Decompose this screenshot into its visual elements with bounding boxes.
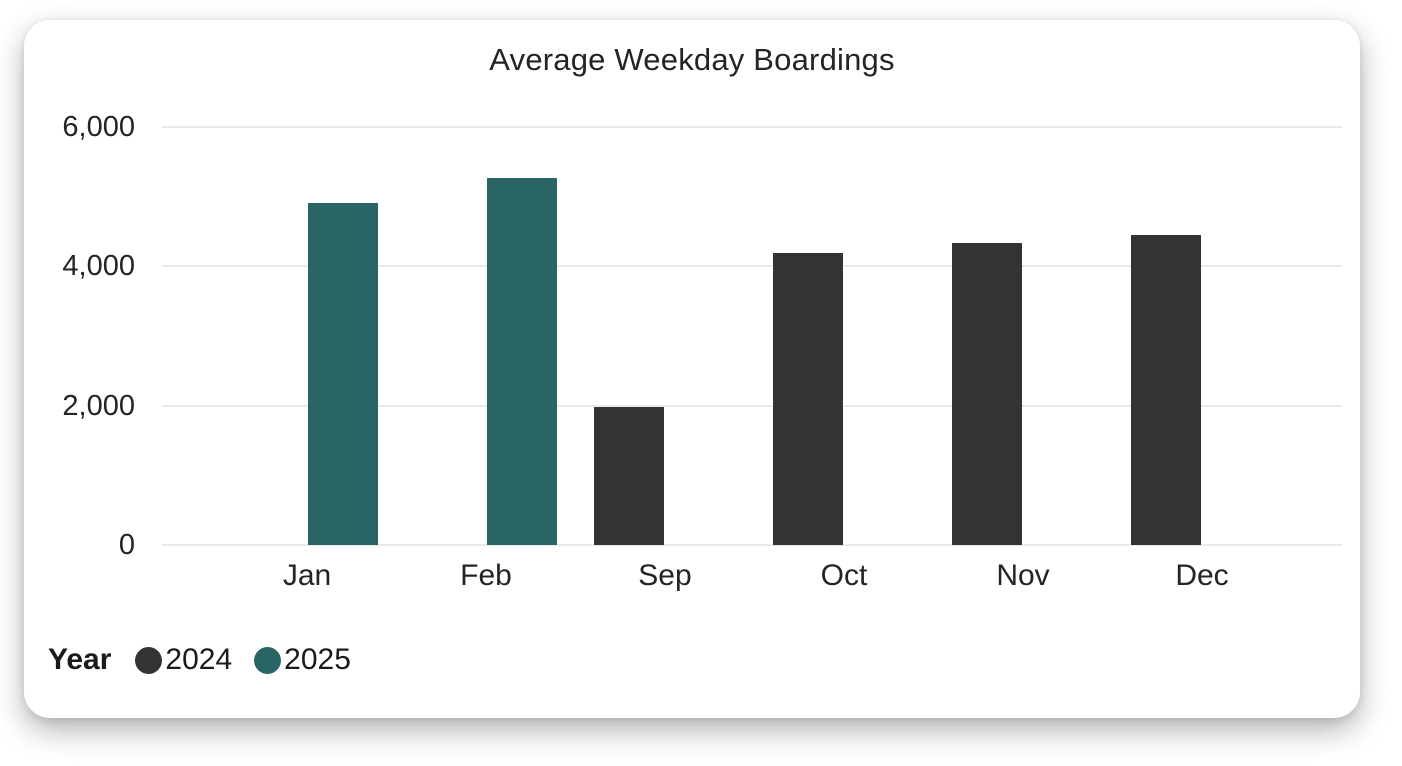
legend-item-2025[interactable]: 2025	[254, 643, 351, 677]
x-axis-label-dec: Dec	[1175, 559, 1229, 592]
plot-area: 0 2,000 4,000 6,000 Jan Feb Sep Oct Nov Dec	[24, 20, 1360, 718]
y-axis-label-6000: 6,000	[62, 111, 135, 143]
bar-2024-nov[interactable]	[951, 243, 1022, 545]
x-axis-label-oct: Oct	[820, 559, 868, 592]
y-axis-label-2000: 2,000	[62, 389, 135, 422]
gridline-4000	[162, 265, 1342, 268]
x-axis-label-feb: Feb	[460, 559, 512, 592]
bar-2024-sep[interactable]	[593, 407, 664, 545]
gridline-6000	[162, 126, 1342, 128]
legend: Year 2024 2025	[48, 638, 373, 682]
x-axis-label-sep: Sep	[638, 559, 692, 592]
y-axis-label-0: 0	[118, 529, 135, 561]
x-axis-label-nov: Nov	[996, 559, 1050, 592]
legend-swatch-2025-icon	[254, 646, 282, 674]
bar-2025-feb[interactable]	[487, 177, 558, 545]
legend-swatch-2024-icon	[135, 646, 163, 674]
bar-2024-dec[interactable]	[1130, 234, 1201, 545]
legend-title: Year	[48, 643, 112, 676]
bar-2025-jan[interactable]	[308, 202, 379, 545]
gridline-0	[162, 544, 1342, 546]
legend-label-2025: 2025	[284, 643, 351, 676]
legend-label-2024: 2024	[165, 643, 233, 676]
gridline-2000	[162, 404, 1342, 407]
chart-card: Average Weekday Boardings 0 2,000 4,000 6,0…	[24, 20, 1360, 718]
chart-title: Average Weekday Boardings	[489, 42, 895, 77]
bar-2024-oct[interactable]	[772, 253, 843, 545]
legend-item-2024[interactable]: 2024	[135, 643, 232, 677]
x-axis-label-jan: Jan	[282, 559, 332, 592]
y-axis-label-4000: 4,000	[62, 250, 135, 283]
